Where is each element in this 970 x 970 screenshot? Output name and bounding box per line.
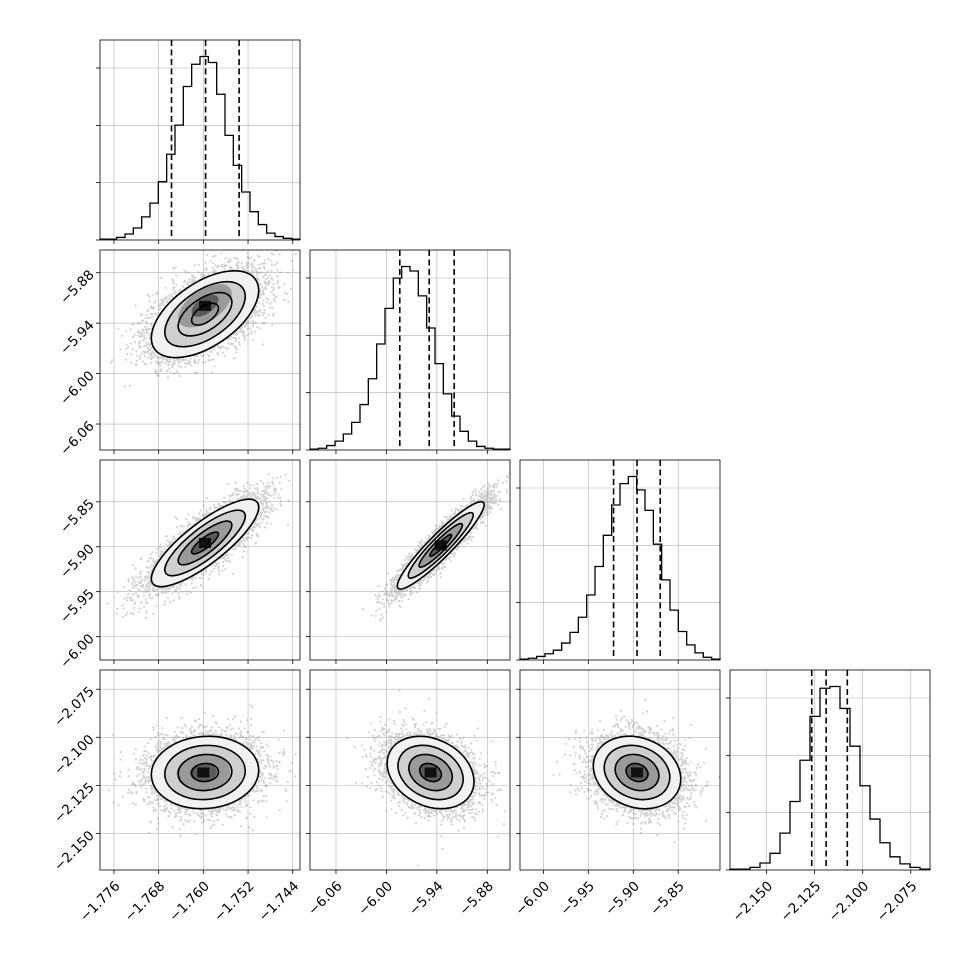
- scatter-panel-0-2: [96, 459, 301, 664]
- x-tick-label: −1.760: [166, 878, 213, 925]
- contour-line: [386, 735, 475, 810]
- scatter-panel-2-3: [516, 669, 721, 874]
- contour-line: [150, 498, 260, 588]
- scatter-panel-1-2: [306, 459, 511, 664]
- contour-line: [429, 533, 453, 558]
- histogram-bars: [729, 685, 931, 870]
- y-tick-label: −6.00: [57, 631, 98, 672]
- density-peak: [434, 540, 447, 551]
- panel-content: [346, 689, 507, 867]
- x-tick-label: −1.752: [211, 878, 258, 925]
- contour-line: [603, 744, 671, 801]
- y-tick-label: −2.150: [51, 828, 98, 875]
- density-peak: [199, 537, 212, 548]
- x-tick-label: −1.744: [256, 878, 303, 925]
- x-tick-label: −6.00: [512, 878, 553, 919]
- contour-line: [177, 753, 233, 792]
- contour-line: [418, 762, 443, 783]
- contour-line: [190, 762, 220, 783]
- y-tick-label: −5.90: [57, 541, 98, 582]
- x-tick-label: −2.125: [778, 878, 825, 925]
- panel-content: [362, 462, 510, 622]
- contour-line: [190, 302, 220, 326]
- y-tick-label: −6.00: [57, 368, 98, 409]
- histogram-panel-1: [306, 249, 511, 454]
- x-tick-label: −5.95: [557, 878, 598, 919]
- contour-line: [418, 522, 464, 569]
- x-tick-label: −2.100: [826, 878, 873, 925]
- y-tick-label: −5.95: [57, 586, 98, 627]
- panel-content: [107, 704, 297, 838]
- contour-line: [625, 762, 649, 783]
- contour-line: [177, 291, 233, 337]
- panel-frame: [729, 669, 931, 871]
- panel-frame: [99, 39, 301, 241]
- y-tick-label: −2.075: [51, 684, 98, 731]
- contour-line: [164, 280, 247, 348]
- histogram-panel-0: [96, 39, 301, 244]
- scatter-points: [110, 250, 297, 388]
- contour-line: [150, 735, 260, 810]
- x-tick-label: −2.150: [730, 878, 777, 925]
- histogram-panel-2: [516, 459, 721, 664]
- contour-line: [164, 744, 247, 801]
- scatter-panel-1-3: [306, 669, 511, 874]
- histogram-panel-3: [726, 669, 931, 874]
- contour-line: [397, 744, 464, 801]
- x-tick-label: −5.90: [602, 878, 643, 919]
- contour-line: [177, 520, 233, 566]
- scatter-points: [346, 689, 507, 867]
- x-tick-label: −1.768: [122, 878, 169, 925]
- panel-frame: [519, 459, 721, 661]
- x-tick-label: −2.075: [874, 878, 921, 925]
- panel-frame: [99, 669, 301, 871]
- x-tick-label: −5.94: [406, 878, 447, 919]
- panel-frame: [99, 459, 301, 661]
- y-tick-label: −5.94: [57, 317, 98, 358]
- contour-line: [164, 509, 247, 577]
- scatter-panel-0-3: [96, 669, 301, 874]
- y-tick-label: −2.125: [51, 780, 98, 827]
- panel-frame: [309, 459, 511, 661]
- histogram-bars: [99, 55, 301, 240]
- contour-line: [190, 531, 220, 555]
- density-peak: [424, 767, 437, 778]
- contour-line: [408, 753, 454, 792]
- panel-content: [552, 698, 720, 844]
- density-peak: [197, 767, 210, 778]
- contour-line: [614, 753, 660, 792]
- panel-frame: [99, 249, 301, 451]
- x-tick-label: −6.00: [355, 878, 396, 919]
- contour-line: [592, 735, 682, 810]
- y-tick-label: −5.88: [57, 267, 98, 308]
- y-tick-label: −5.85: [57, 496, 98, 537]
- y-tick-label: −6.06: [57, 418, 98, 459]
- x-tick-label: −1.776: [77, 878, 124, 925]
- panel-content: [110, 250, 297, 388]
- x-tick-label: −5.88: [456, 878, 497, 919]
- x-tick-label: −5.85: [647, 878, 688, 919]
- contour-line: [150, 270, 260, 359]
- x-tick-label: −6.06: [305, 878, 346, 919]
- contour-line: [407, 511, 475, 579]
- panel-frame: [309, 249, 511, 451]
- density-peak: [631, 767, 644, 778]
- histogram-bars: [519, 475, 721, 660]
- scatter-panel-0-1: [96, 249, 301, 454]
- panel-frame: [309, 669, 511, 871]
- panel-content: [106, 472, 291, 619]
- histogram-bars: [309, 265, 511, 450]
- contour-line: [396, 500, 485, 590]
- panel-frame: [519, 669, 721, 871]
- y-tick-label: −2.100: [51, 732, 98, 779]
